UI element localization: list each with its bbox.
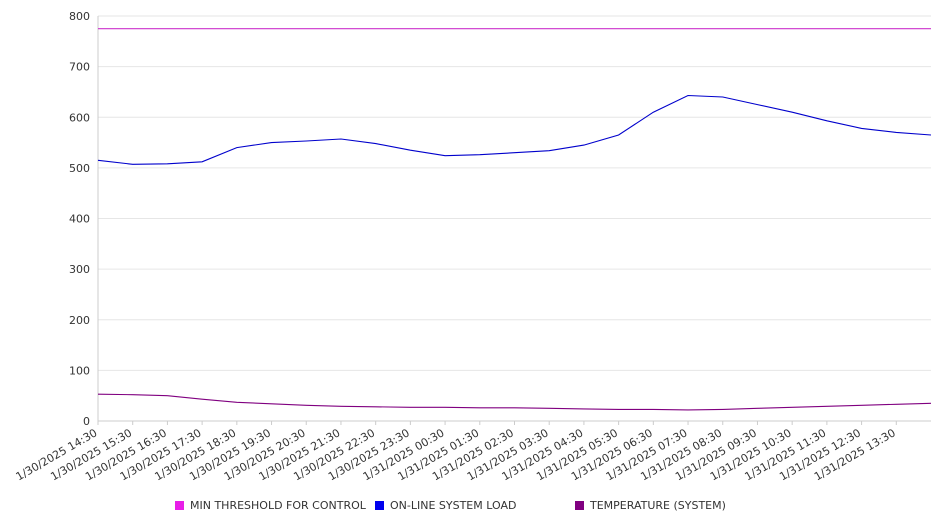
legend-item-temperature: TEMPERATURE (SYSTEM) <box>575 498 726 512</box>
legend-label-temperature: TEMPERATURE (SYSTEM) <box>590 498 726 512</box>
y-tick-label: 200 <box>69 314 90 327</box>
legend-swatch-system-load <box>375 500 384 510</box>
x-axis-ticks: 1/30/2025 14:301/30/2025 15:301/30/2025 … <box>14 421 898 483</box>
y-tick-label: 800 <box>69 10 90 23</box>
y-tick-label: 500 <box>69 162 90 175</box>
y-tick-label: 600 <box>69 111 90 124</box>
y-tick-label: 100 <box>69 364 90 377</box>
series-lines <box>97 28 932 411</box>
legend-label-threshold: MIN THRESHOLD FOR CONTROL <box>190 498 366 512</box>
legend-item-threshold: MIN THRESHOLD FOR CONTROL <box>175 498 366 512</box>
y-tick-label: 700 <box>69 61 90 74</box>
legend-item-system-load: ON-LINE SYSTEM LOAD <box>375 498 516 512</box>
legend-label-system-load: ON-LINE SYSTEM LOAD <box>390 498 517 512</box>
series-line-2 <box>97 393 932 411</box>
y-tick-label: 0 <box>83 415 90 428</box>
legend-swatch-temperature <box>575 500 584 510</box>
y-axis-ticks: 0 100 200 300 400 500 600 700 800 <box>69 10 90 428</box>
y-tick-label: 400 <box>69 213 90 226</box>
legend-swatch-threshold <box>175 500 184 510</box>
gridlines <box>98 15 931 371</box>
series-line-1 <box>97 94 932 165</box>
y-tick-label: 300 <box>69 263 90 276</box>
